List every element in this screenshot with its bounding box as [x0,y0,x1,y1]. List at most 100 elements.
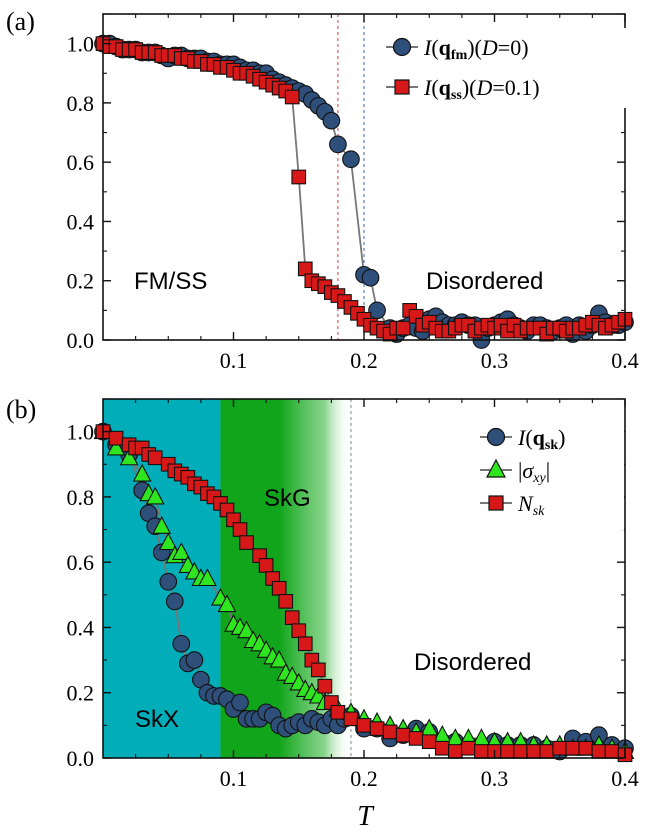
legend-entry-square: I(qss)(D=0.1) [386,75,540,103]
x-axis-label: T [357,801,375,832]
point-triangle [217,594,237,613]
point-square [434,740,450,756]
panel-b-region-label-skx: SkX [135,706,179,733]
point-square [239,535,254,550]
point-square [284,89,300,105]
point-circle [322,111,341,130]
x-tick-label: 0.1 [220,348,248,373]
panel-b-series [93,421,635,763]
point-circle [172,634,191,653]
panel-a-axes: 0.1 0.2 0.3 0.4 0.0 0.2 0.4 0.6 0.8 1.0 [67,13,639,373]
y-tick-label: 0.2 [67,269,95,294]
legend-frame [376,28,626,108]
point-square [421,734,437,750]
x-tick-label: 0.1 [220,766,248,791]
point-square [343,711,359,727]
point-circle [342,150,360,169]
point-circle [165,592,184,611]
point-square [317,678,333,694]
legend-marker-nsk [488,495,504,511]
point-triangle [158,532,178,551]
point-triangle [237,620,256,639]
y-tick-label: 1.0 [67,32,95,57]
legend-marker-square [394,79,410,95]
point-square [447,744,463,759]
point-square [395,320,411,336]
point-square [565,740,581,756]
y-tick-label: 0.0 [67,328,95,353]
panel-a-legend: I(qfm)(D=0) I(qss)(D=0.1) [376,28,626,108]
x-tick-label: 0.3 [481,348,509,373]
point-triangle [132,463,152,482]
panel-b-legend: I(qsk) |σxy| Nsk [470,420,624,530]
point-square [539,744,555,759]
point-square [369,721,385,736]
point-triangle [197,568,217,587]
panel-b-region-label-skg: SkG [264,485,311,512]
legend-text-ifm: I(qfm)(D=0) [423,35,529,63]
point-square [526,744,541,759]
y-tick-label: 0.8 [67,485,95,510]
x-tick-label: 0.3 [481,766,509,791]
point-square [258,558,274,573]
point-square [395,727,411,743]
point-square [297,636,313,652]
point-square [382,724,398,740]
point-triangle [152,516,172,534]
point-triangle [145,486,165,505]
panel-a-region-label-disordered: Disordered [426,268,543,295]
point-square [356,718,372,733]
point-square [474,744,489,759]
point-square [578,740,594,756]
point-triangle [119,447,139,466]
point-square [291,169,307,185]
panel-b-label: (b) [6,395,36,424]
point-square [591,744,607,759]
x-tick-label: 0.2 [350,766,378,791]
y-tick-label: 0.4 [67,615,95,640]
point-square [147,450,163,466]
legend-entry-nsk: Nsk [480,491,545,519]
panel-a-label: (a) [6,7,35,36]
point-square [513,744,528,759]
panel-a: 0.1 0.2 0.3 0.4 0.0 0.2 0.4 0.6 0.8 1.0 (a) FM/SS… [6,7,639,373]
point-circle [185,651,204,669]
y-tick-label: 0.4 [67,209,95,234]
panel-a-region-label-fmss: FM/SS [134,268,207,295]
legend-marker-isk [486,427,506,447]
y-tick-label: 1.0 [67,420,95,445]
legend-marker-sigma [486,458,506,478]
legend-text-iss: I(qss)(D=0.1) [423,75,540,103]
legend-text-isk: I(qsk) [517,425,565,453]
point-square [552,740,568,756]
point-square [461,740,476,756]
point-square [500,744,515,759]
y-tick-label: 0.0 [67,746,95,771]
point-square [408,731,424,746]
legend-entry-isk: I(qsk) [480,425,565,453]
legend-entry-circle: I(qfm)(D=0) [386,35,529,63]
point-triangle [106,437,126,456]
point-square [604,744,620,759]
legend-marker-circle [392,37,412,57]
point-square [271,580,287,596]
panel-b-region-label-disordered: Disordered [414,649,531,676]
y-tick-label: 0.6 [67,150,95,175]
point-square [291,623,307,639]
y-tick-label: 0.6 [67,550,95,575]
panel-b: 0.1 0.2 0.3 0.4 0.0 0.2 0.4 0.6 0.8 1.0 (b) SkX S… [6,395,639,832]
point-circle [361,268,380,287]
panel-b-axes: 0.1 0.2 0.3 0.4 0.0 0.2 0.4 0.6 0.8 1.0 [67,398,639,791]
point-circle [159,572,178,591]
point-square [284,610,300,626]
y-tick-label: 0.8 [67,91,95,116]
point-square [330,704,346,720]
point-circle [231,693,249,712]
point-square [310,662,326,678]
legend-text-nsk: Nsk [517,491,545,519]
x-tick-label: 0.4 [611,766,639,791]
x-tick-label: 0.4 [611,348,639,373]
point-circle [329,135,347,154]
point-square [108,430,124,446]
